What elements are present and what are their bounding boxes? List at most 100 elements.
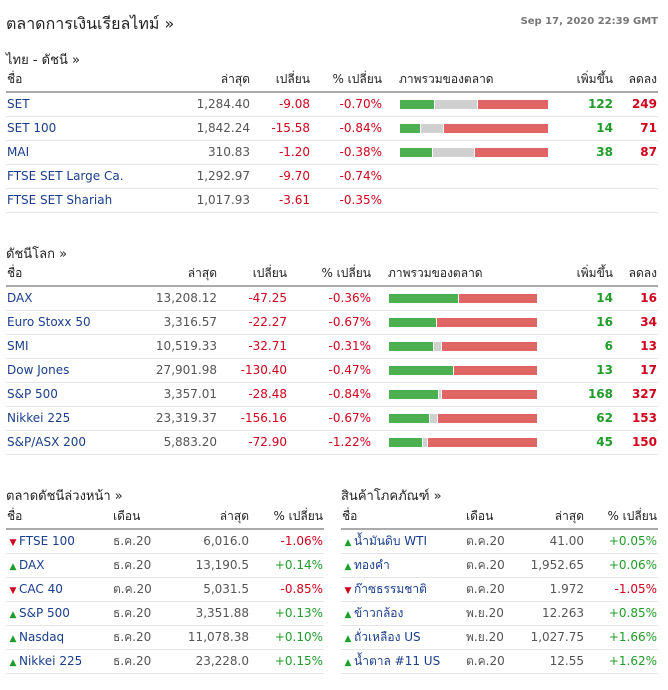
table-row: Euro Stoxx 50 3,316.57 -22.27 -0.67% 16 34 [6,310,658,335]
pct-change-value: +0.05% [585,529,658,554]
instrument-name-link[interactable]: S&P 500 [19,606,70,620]
instrument-name-link[interactable]: น้ำมันดิบ WTI [354,533,428,548]
table-row: ▲ ถั่วเหลือง US พ.ย.20 1,027.75 +1.66% [341,625,658,650]
col-header-declines: ลดลง [614,68,658,93]
change-value: -32.71 [218,334,288,359]
advances-count [548,188,614,213]
declines-count [614,188,658,213]
commodities-title[interactable]: สินค้าโภคภัณฑ์ » [341,489,442,504]
index-name-link[interactable]: SMI [7,339,29,353]
last-value: 310.83 [146,140,251,165]
col-header-last: ล่าสุด [126,262,218,287]
timestamp: Sep 17, 2020 22:39 GMT [520,16,658,27]
instrument-name-link[interactable]: CAC 40 [19,582,63,596]
instrument-name-link[interactable]: FTSE 100 [19,534,75,549]
index-name-link[interactable]: Euro Stoxx 50 [7,315,91,329]
market-breadth-bar [389,413,537,423]
page-title[interactable]: ตลาดการเงินเรียลไทม์ » [6,14,175,33]
table-row: SMI 10,519.33 -32.71 -0.31% 6 13 [6,334,658,359]
table-row: ▼ ก๊าซธรรมชาติ ต.ค.20 1.972 -1.05% [341,577,658,602]
change-value: -15.58 [251,116,311,141]
index-name-link[interactable]: Nikkei 225 [7,411,71,425]
pct-change-value: -1.06% [250,529,324,554]
row-name-cell: ▼ FTSE 100 [6,529,112,554]
last-value: 41.00 [525,529,585,554]
last-value: 3,316.57 [126,310,218,335]
change-value: -47.25 [218,286,288,311]
index-name-link[interactable]: FTSE SET Shariah [7,193,113,207]
instrument-name-link[interactable]: น้ำตาล #11 US [354,653,441,668]
index-name-link[interactable]: S&P/ASX 200 [7,435,87,449]
col-header-pct: % เปลี่ยน [288,262,372,287]
market-overview-cell [372,310,537,335]
table-row: ▼ CAC 40 ต.ค.20 5,031.5 -0.85% [6,577,324,602]
instrument-name-link[interactable]: Nikkei 225 [19,654,83,668]
last-value: 23,228.0 [174,649,250,674]
last-value: 1,017.93 [146,188,251,213]
declines-count: 153 [614,406,658,431]
world-indices-title[interactable]: ดัชนีโลก » [6,247,68,262]
instrument-name-link[interactable]: Nasdaq [19,630,65,644]
instrument-name-link[interactable]: ทองคำ [354,557,390,572]
row-name-cell: ▲ Nikkei 225 [6,649,112,674]
index-name-link[interactable]: DAX [7,291,33,306]
declines-segment [458,293,537,303]
index-name-link[interactable]: Dow Jones [7,363,70,377]
advances-count: 14 [548,116,614,141]
futures-title[interactable]: ตลาดดัชนีล่วงหน้า » [6,489,123,504]
advances-segment [400,147,432,157]
table-row: ▲ น้ำตาล #11 US ต.ค.20 12.55 +1.62% [341,649,658,674]
pct-change-value: -0.84% [288,382,372,407]
table-row: FTSE SET Large Ca. 1,292.97 -9.70 -0.74% [6,164,658,189]
market-breadth-bar [400,123,548,133]
table-row: S&P 500 3,357.01 -28.48 -0.84% 168 327 [6,382,658,407]
col-header-month: เดือน [112,505,174,530]
market-overview-cell [372,334,537,359]
instrument-name-link[interactable]: ถั่วเหลือง US [354,629,421,644]
col-header-name: ชื่อ [341,505,465,530]
instrument-name-link[interactable]: DAX [19,558,45,572]
index-name-link[interactable]: SET [7,97,30,112]
index-name-link[interactable]: FTSE SET Large Ca. [7,169,124,183]
table-row: Nikkei 225 23,319.37 -156.16 -0.67% 62 153 [6,406,658,431]
row-name-cell: SET 100 [6,116,146,141]
commodities-table: ชื่อ เดือน ล่าสุด % เปลี่ยน ▲ น้ำมันดิบ W… [341,505,658,674]
thai-indices-title[interactable]: ไทย - ดัชนี » [6,53,80,68]
last-value: 1,284.40 [146,92,251,117]
arrow-up-icon: ▲ [344,537,352,548]
last-value: 1.972 [525,577,585,602]
instrument-name-link[interactable]: ก๊าซธรรมชาติ [354,581,427,596]
row-name-cell: S&P 500 [6,382,126,407]
advances-count: 16 [537,310,614,335]
advances-segment [389,413,430,423]
change-value: -130.40 [218,358,288,383]
arrow-up-icon: ▲ [344,657,352,668]
contract-month: ธ.ค.20 [112,529,174,554]
change-value: -28.48 [218,382,288,407]
table-row: ▲ ทองคำ ต.ค.20 1,952.65 +0.06% [341,553,658,578]
advances-count: 38 [548,140,614,165]
col-header-change: เปลี่ยน [251,68,311,93]
last-value: 1,292.97 [146,164,251,189]
market-overview-cell [372,358,537,383]
col-header-change: เปลี่ยน [218,262,288,287]
declines-segment [427,437,537,447]
thai-indices-table: ชื่อ ล่าสุด เปลี่ยน % เปลี่ยน ภาพรวมของต… [6,68,658,213]
index-name-link[interactable]: S&P 500 [7,387,58,401]
advances-segment [389,389,439,399]
change-value: -156.16 [218,406,288,431]
pct-change-value: -0.47% [288,358,372,383]
instrument-name-link[interactable]: ข้าวกล้อง [354,605,404,620]
market-breadth-bar [389,437,537,447]
declines-count: 150 [614,430,658,455]
index-name-link[interactable]: SET 100 [7,121,57,135]
row-name-cell: ▲ น้ำตาล #11 US [341,649,465,674]
market-breadth-bar [389,341,537,351]
table-row: ▲ DAX ธ.ค.20 13,190.5 +0.14% [6,553,324,578]
row-name-cell: SMI [6,334,126,359]
pct-change-value: +0.85% [585,601,658,626]
index-name-link[interactable]: MAI [7,145,30,159]
row-name-cell: MAI [6,140,146,165]
declines-segment [444,123,548,133]
declines-segment [437,413,537,423]
